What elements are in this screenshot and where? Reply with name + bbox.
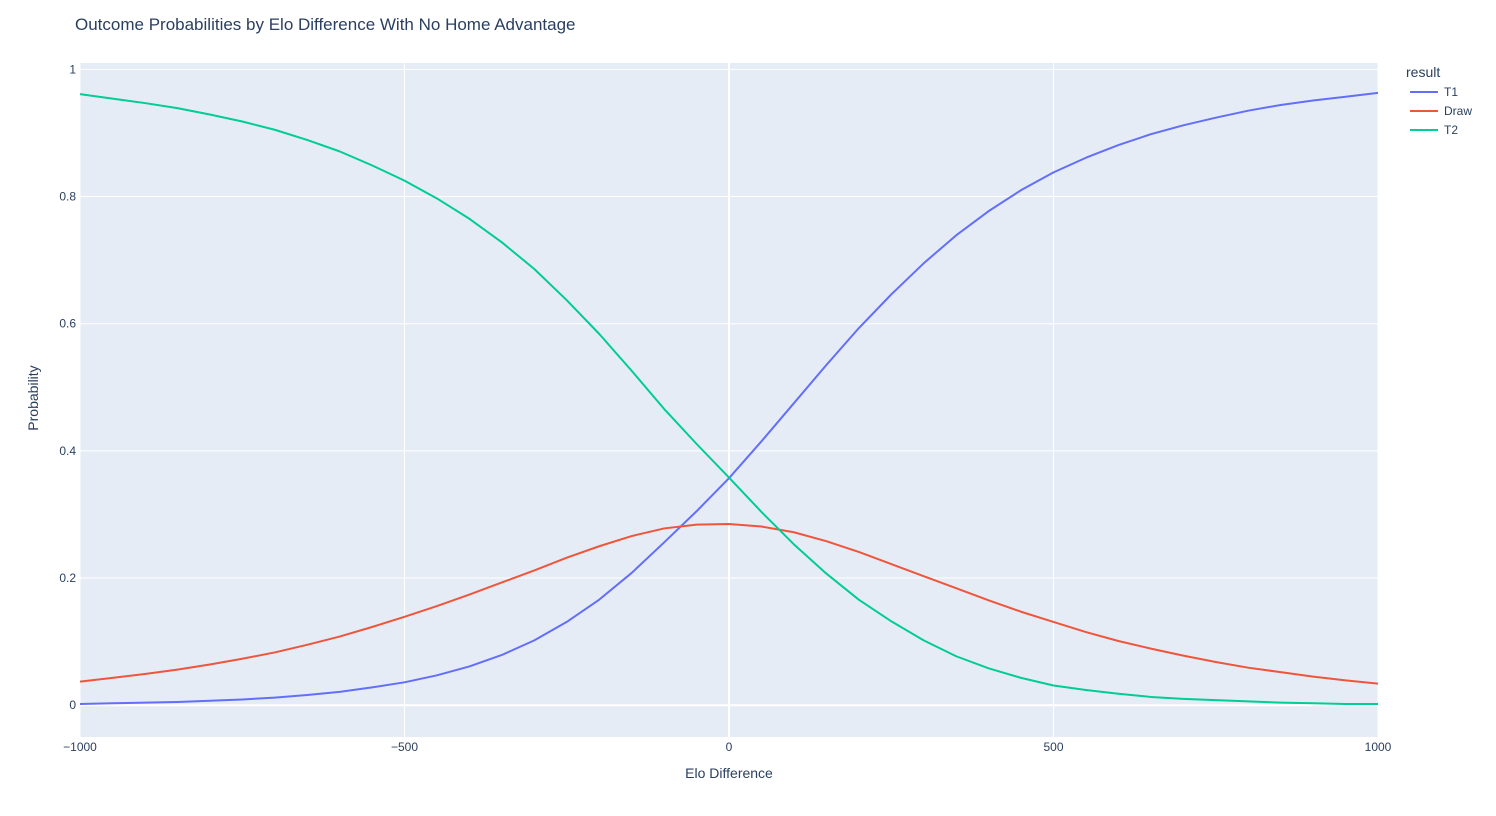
legend-item-t1[interactable]: T1	[1410, 85, 1458, 99]
y-tick-label: 0	[69, 698, 76, 712]
legend-item-draw[interactable]: Draw	[1410, 104, 1472, 118]
grid-lines	[79, 63, 1379, 737]
y-tick-label: 1	[69, 62, 76, 76]
x-axis-ticks: −1000 −500 0 500 1000	[63, 740, 1392, 754]
y-tick-label: 0.4	[59, 444, 76, 458]
series-lines	[79, 91, 1379, 705]
x-tick-label: −1000	[63, 740, 97, 754]
x-tick-label: −500	[391, 740, 418, 754]
legend-item-t2[interactable]: T2	[1410, 123, 1458, 137]
y-axis-title: Probability	[25, 365, 41, 430]
legend-label: T2	[1444, 123, 1458, 137]
legend[interactable]: result T1 Draw T2	[1406, 64, 1472, 137]
x-tick-label: 500	[1043, 740, 1063, 754]
series-line-draw	[79, 522, 1379, 685]
legend-title: result	[1406, 64, 1440, 80]
y-tick-label: 0.8	[59, 190, 76, 204]
y-tick-label: 0.2	[59, 571, 76, 585]
y-tick-label: 0.6	[59, 317, 76, 331]
legend-label: Draw	[1444, 104, 1472, 118]
y-axis-ticks: 0 0.2 0.4 0.6 0.8 1	[59, 62, 76, 712]
x-tick-label: 0	[726, 740, 733, 754]
legend-label: T1	[1444, 85, 1458, 99]
series-line-t2	[79, 93, 1378, 705]
x-axis-title: Elo Difference	[685, 765, 773, 781]
x-tick-label: 1000	[1365, 740, 1392, 754]
chart-title: Outcome Probabilities by Elo Difference …	[75, 15, 576, 34]
